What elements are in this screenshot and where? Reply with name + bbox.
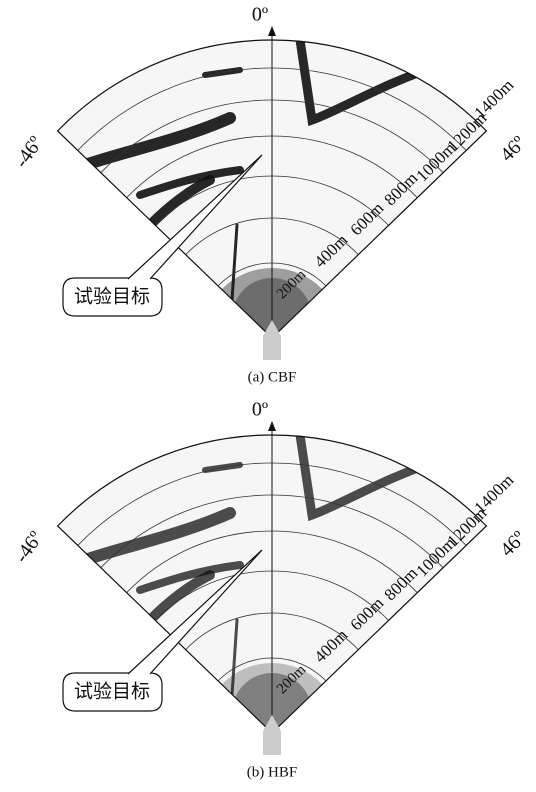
callout-text: 试验目标 [74,680,150,702]
figure: 0º-46º46º200m400m600m800m1000m1200m1400m… [0,0,536,792]
angle-label: 0º [252,4,268,26]
angle-label: -46º [10,132,47,172]
angle-label: -46º [10,527,47,567]
caption: (b) HBF [247,764,297,780]
angle-label: 46º [496,527,530,561]
callout-text: 试验目标 [74,285,150,307]
axis-arrow [268,421,276,431]
axis-arrow [268,26,276,36]
range-label: 1400m [470,470,517,517]
angle-label: 0º [252,399,268,421]
angle-label: 46º [496,132,530,166]
range-label: 1400m [470,75,517,122]
caption: (a) CBF [248,369,297,385]
